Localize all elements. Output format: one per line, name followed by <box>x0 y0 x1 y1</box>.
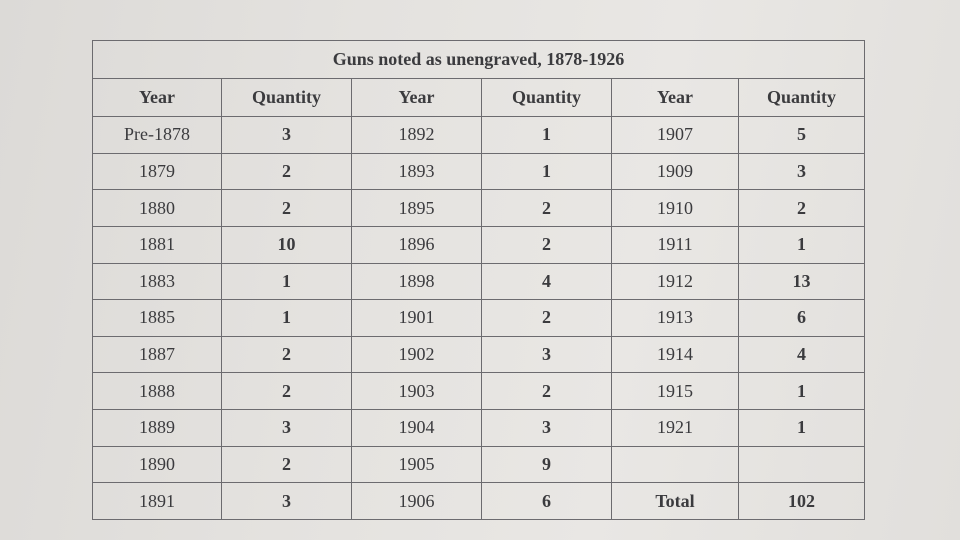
quantity-cell: 3 <box>481 409 612 447</box>
quantity-cell: 3 <box>221 482 352 520</box>
quantity-cell: 2 <box>221 189 352 227</box>
quantity-cell: 5 <box>737 116 866 154</box>
year-cell: 1907 <box>611 116 739 154</box>
table-row: Pre-1878 3 1892 1 1907 5 <box>92 116 866 154</box>
column-header-quantity: Quantity <box>737 78 866 117</box>
table-row: 1888 2 1903 2 1915 1 <box>92 372 866 410</box>
quantity-cell: 2 <box>481 189 612 227</box>
document-page: Guns noted as unengraved, 1878-1926 Year… <box>91 40 866 520</box>
year-cell: 1896 <box>351 225 482 264</box>
year-cell: 1892 <box>351 116 482 154</box>
quantity-cell: 4 <box>481 262 612 301</box>
quantity-cell: 10 <box>221 225 352 264</box>
year-cell: 1891 <box>92 482 222 520</box>
year-cell: 1909 <box>611 152 739 191</box>
quantity-cell: 1 <box>481 152 612 191</box>
year-cell: 1914 <box>611 335 739 374</box>
table-row: 1883 1 1898 4 1912 13 <box>92 262 866 301</box>
title-row: Guns noted as unengraved, 1878-1926 <box>91 40 866 79</box>
year-cell: 1879 <box>92 152 222 191</box>
quantity-cell: 2 <box>481 299 612 337</box>
year-cell: 1903 <box>351 372 482 410</box>
table-row: 1880 2 1895 2 1910 2 <box>92 189 866 227</box>
column-header-quantity: Quantity <box>221 78 352 117</box>
year-cell: 1889 <box>92 409 222 447</box>
year-cell: 1898 <box>351 262 482 301</box>
year-cell: 1888 <box>92 372 222 410</box>
year-cell: 1905 <box>351 445 482 484</box>
year-cell: 1895 <box>351 189 482 227</box>
column-header-year: Year <box>92 78 222 117</box>
table-row: 1885 1 1901 2 1913 6 <box>92 299 866 337</box>
quantity-cell: 1 <box>737 225 866 264</box>
year-cell: 1915 <box>611 372 739 410</box>
year-cell: 1893 <box>351 152 482 191</box>
table-title: Guns noted as unengraved, 1878-1926 <box>91 40 866 79</box>
quantity-cell: 1 <box>737 409 866 447</box>
quantity-cell: 3 <box>737 152 866 191</box>
quantity-cell: 4 <box>737 335 866 374</box>
table-body: Pre-1878 3 1892 1 1907 5 1879 2 1893 1 1… <box>92 116 866 520</box>
empty-cell <box>737 445 866 484</box>
year-cell: 1885 <box>92 299 222 337</box>
year-cell: 1910 <box>611 189 739 227</box>
quantity-cell: 2 <box>737 189 866 227</box>
quantity-cell: 2 <box>221 152 352 191</box>
table-row: 1889 3 1904 3 1921 1 <box>92 409 866 447</box>
quantity-cell: 1 <box>481 116 612 154</box>
year-cell: 1880 <box>92 189 222 227</box>
quantity-cell: 2 <box>481 372 612 410</box>
column-header-year: Year <box>611 78 739 117</box>
quantity-cell: 1 <box>737 372 866 410</box>
quantity-cell: 2 <box>481 225 612 264</box>
quantity-cell: 1 <box>221 299 352 337</box>
table-row: 1879 2 1893 1 1909 3 <box>92 152 866 191</box>
quantity-cell: 1 <box>221 262 352 301</box>
year-cell: Pre-1878 <box>92 116 222 154</box>
table-row: 1891 3 1906 6 Total 102 <box>92 482 866 520</box>
total-value: 102 <box>737 482 866 520</box>
year-cell: 1901 <box>351 299 482 337</box>
year-cell: 1881 <box>92 225 222 264</box>
unengraved-guns-table: Guns noted as unengraved, 1878-1926 Year… <box>91 40 866 520</box>
year-cell: 1912 <box>611 262 739 301</box>
table-row: 1881 10 1896 2 1911 1 <box>92 225 866 264</box>
year-cell: 1904 <box>351 409 482 447</box>
year-cell: 1887 <box>92 335 222 374</box>
quantity-cell: 3 <box>481 335 612 374</box>
year-cell: 1921 <box>611 409 739 447</box>
year-cell: 1906 <box>351 482 482 520</box>
quantity-cell: 2 <box>221 335 352 374</box>
quantity-cell: 2 <box>221 372 352 410</box>
column-header-year: Year <box>351 78 482 117</box>
year-cell: 1890 <box>92 445 222 484</box>
year-cell: 1913 <box>611 299 739 337</box>
total-label: Total <box>611 482 739 520</box>
quantity-cell: 3 <box>221 116 352 154</box>
year-cell: 1902 <box>351 335 482 374</box>
quantity-cell: 6 <box>737 299 866 337</box>
quantity-cell: 3 <box>221 409 352 447</box>
table-row: 1890 2 1905 9 <box>92 445 866 484</box>
empty-cell <box>611 445 739 484</box>
column-header-quantity: Quantity <box>481 78 612 117</box>
year-cell: 1911 <box>611 225 739 264</box>
quantity-cell: 6 <box>481 482 612 520</box>
quantity-cell: 2 <box>221 445 352 484</box>
quantity-cell: 9 <box>481 445 612 484</box>
year-cell: 1883 <box>92 262 222 301</box>
quantity-cell: 13 <box>737 262 866 301</box>
header-row: Year Quantity Year Quantity Year Quantit… <box>92 78 866 117</box>
table-row: 1887 2 1902 3 1914 4 <box>92 335 866 374</box>
